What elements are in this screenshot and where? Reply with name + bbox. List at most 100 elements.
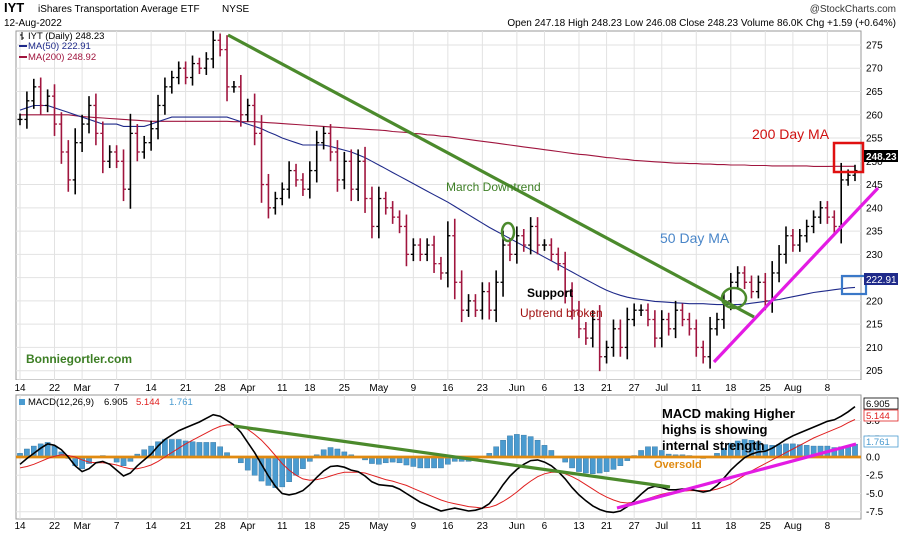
svg-text:1.761: 1.761 bbox=[866, 437, 890, 448]
price-bar bbox=[190, 55, 196, 86]
macd-hist-bar bbox=[569, 456, 575, 469]
price-bar bbox=[638, 304, 644, 317]
price-panel-frame bbox=[15, 30, 862, 381]
watermark: @StockCharts.com bbox=[810, 4, 896, 15]
price-bar bbox=[252, 93, 258, 146]
legend-macd-swatch bbox=[19, 399, 25, 405]
macd-x-tick-label: 6 bbox=[542, 521, 548, 532]
price-bar bbox=[155, 94, 161, 140]
macd-x-tick-label: Jul bbox=[655, 521, 668, 532]
price-bar bbox=[65, 140, 71, 192]
macd-hist-bar bbox=[589, 456, 596, 474]
macd-x-tick-label: 9 bbox=[411, 521, 417, 532]
price-bar bbox=[431, 235, 437, 273]
x-tick-label: Apr bbox=[240, 383, 256, 394]
uptrend-line bbox=[712, 186, 880, 364]
price-bar bbox=[742, 266, 748, 290]
price-bar bbox=[783, 226, 789, 264]
price-bar bbox=[390, 201, 396, 224]
chart-date: 12-Aug-2022 bbox=[4, 18, 62, 29]
price-bar bbox=[410, 238, 416, 262]
macd-hist-bar bbox=[293, 456, 299, 476]
price-bar bbox=[134, 124, 140, 162]
price-y-tick-label: 215 bbox=[866, 320, 883, 331]
macd-hist-bar bbox=[327, 447, 334, 458]
macd-uptrend-line bbox=[616, 442, 857, 510]
macd-hist-bar bbox=[645, 446, 651, 458]
svg-text:6.905: 6.905 bbox=[866, 399, 890, 410]
price-bar bbox=[114, 145, 120, 169]
macd-x-tick-label: 13 bbox=[573, 521, 585, 532]
macd-legend: MACD(12,26,9) 6.905 5.144 1.761 bbox=[19, 397, 193, 408]
macd-hist-bar bbox=[500, 440, 506, 458]
price-bar bbox=[666, 312, 672, 336]
macd-hist-bar bbox=[541, 445, 548, 458]
price-bar bbox=[141, 135, 147, 159]
price-bar bbox=[58, 112, 64, 164]
price-bar bbox=[755, 275, 761, 299]
x-tick-label: 8 bbox=[825, 383, 831, 394]
macd-hist-bar bbox=[507, 435, 513, 458]
annotation-march-downtrend: March Downtrend bbox=[446, 180, 541, 194]
x-tick-label: 23 bbox=[477, 383, 489, 394]
price-bar bbox=[231, 81, 237, 93]
macd-hist-bar bbox=[438, 456, 444, 469]
price-bar bbox=[452, 218, 458, 300]
x-tick-label: Mar bbox=[73, 383, 91, 394]
price-bar bbox=[307, 161, 313, 199]
annotation-uptrend-broken: Uptrend broken bbox=[520, 306, 603, 320]
price-y-tick-label: 210 bbox=[866, 343, 883, 354]
price-y-tick-label: 275 bbox=[866, 40, 883, 51]
legend-price-label: IYT (Daily) 248.23 bbox=[28, 31, 104, 42]
macd-hist-bar bbox=[424, 456, 430, 469]
price-x-axis-labels: 14 22 Mar 7 14 21 28 Apr 11 18 25 May 9 16 23 Jun 6 13 21 2… bbox=[14, 383, 830, 394]
macd-x-tick-label: 7 bbox=[114, 521, 120, 532]
price-bar bbox=[45, 89, 51, 113]
macd-x-tick-label: 11 bbox=[277, 521, 288, 532]
macd-hist-bar bbox=[286, 456, 292, 482]
price-bar bbox=[93, 93, 99, 146]
price-bar bbox=[466, 294, 472, 317]
macd-y-tick-label: -5.0 bbox=[866, 489, 884, 500]
macd-hist-bar bbox=[534, 440, 541, 458]
x-tick-label: 13 bbox=[573, 383, 585, 394]
annotation-site: Bonniegortler.com bbox=[26, 352, 132, 366]
macd-hist-bar bbox=[217, 446, 223, 458]
macd-hist-bar bbox=[244, 456, 251, 471]
x-tick-label: 14 bbox=[14, 383, 26, 394]
price-bar bbox=[38, 77, 44, 115]
price-bar bbox=[445, 221, 451, 288]
quote-line: Open 247.18 High 248.23 Low 246.08 Close… bbox=[507, 18, 896, 29]
price-bar bbox=[617, 319, 623, 357]
macd-x-tick-label: 27 bbox=[629, 521, 641, 532]
macd-line bbox=[19, 405, 856, 514]
price-bar bbox=[224, 35, 230, 102]
legend-ma200-label: MA(200) 248.92 bbox=[28, 52, 96, 63]
price-bar bbox=[293, 163, 299, 187]
price-bar bbox=[583, 322, 589, 345]
x-tick-label: 6 bbox=[542, 383, 548, 394]
price-bar bbox=[107, 145, 113, 169]
x-tick-label: Jul bbox=[655, 383, 668, 394]
annotation-200-day-ma: 200 Day MA bbox=[752, 126, 830, 142]
price-bar bbox=[528, 217, 534, 255]
x-tick-label: 28 bbox=[215, 383, 227, 394]
price-bar bbox=[176, 61, 182, 85]
macd-hist-bar bbox=[583, 456, 589, 474]
macd-hist-bar bbox=[514, 434, 520, 458]
price-bar bbox=[438, 256, 444, 280]
price-bar bbox=[196, 57, 202, 75]
price-bar bbox=[824, 201, 830, 224]
price-y-tick-label: 245 bbox=[866, 180, 883, 191]
macd-hist-bar bbox=[196, 442, 203, 458]
x-tick-label: 22 bbox=[49, 383, 61, 394]
price-bar bbox=[797, 228, 803, 252]
macd-x-tick-label: Aug bbox=[784, 521, 802, 532]
price-bar bbox=[79, 114, 85, 152]
macd-hist-bar bbox=[189, 441, 196, 458]
price-bar bbox=[369, 186, 375, 239]
price-bar bbox=[631, 303, 637, 327]
ma50-line bbox=[19, 104, 856, 306]
x-tick-label: 25 bbox=[339, 383, 351, 394]
